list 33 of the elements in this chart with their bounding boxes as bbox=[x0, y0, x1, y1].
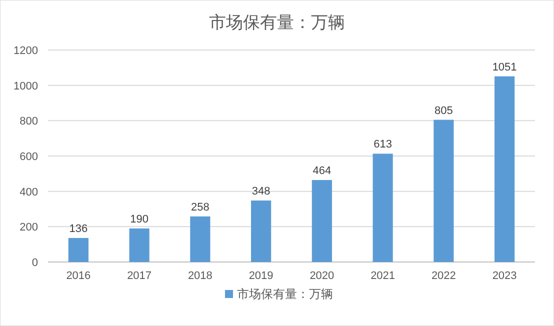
bar bbox=[129, 228, 150, 262]
y-tick-label: 1000 bbox=[14, 80, 38, 92]
x-tick-label: 2018 bbox=[188, 270, 212, 282]
chart-title: 市场保有量：万辆 bbox=[209, 13, 345, 32]
bar bbox=[372, 154, 393, 262]
data-label: 258 bbox=[191, 201, 210, 214]
bar bbox=[312, 180, 332, 262]
y-tick-label: 1200 bbox=[14, 45, 38, 57]
x-tick-label: 2020 bbox=[310, 270, 334, 282]
x-tick-label: 2019 bbox=[248, 270, 274, 282]
bar bbox=[251, 200, 272, 262]
bar bbox=[68, 238, 88, 262]
data-label: 136 bbox=[69, 222, 88, 235]
bar bbox=[434, 120, 454, 262]
bar bbox=[494, 76, 515, 262]
x-tick-label: 2016 bbox=[66, 270, 91, 282]
y-tick-label: 800 bbox=[20, 116, 38, 128]
data-label: 613 bbox=[374, 138, 392, 151]
x-tick-label: 2021 bbox=[370, 270, 396, 282]
data-label: 464 bbox=[312, 165, 332, 178]
x-tick-label: 2022 bbox=[431, 270, 456, 282]
data-label: 805 bbox=[434, 104, 453, 117]
y-tick-label: 400 bbox=[20, 186, 38, 198]
y-tick-label: 600 bbox=[20, 151, 38, 163]
x-tick-label: 2023 bbox=[492, 270, 517, 282]
x-tick-label: 2017 bbox=[127, 270, 152, 282]
y-tick-label: 200 bbox=[20, 222, 38, 234]
legend-label: 市场保有量：万辆 bbox=[237, 287, 333, 301]
bar bbox=[190, 216, 210, 262]
data-label: 1051 bbox=[492, 61, 517, 74]
y-tick-label: 0 bbox=[32, 257, 38, 269]
data-label: 348 bbox=[252, 186, 270, 198]
data-label: 190 bbox=[130, 213, 148, 226]
